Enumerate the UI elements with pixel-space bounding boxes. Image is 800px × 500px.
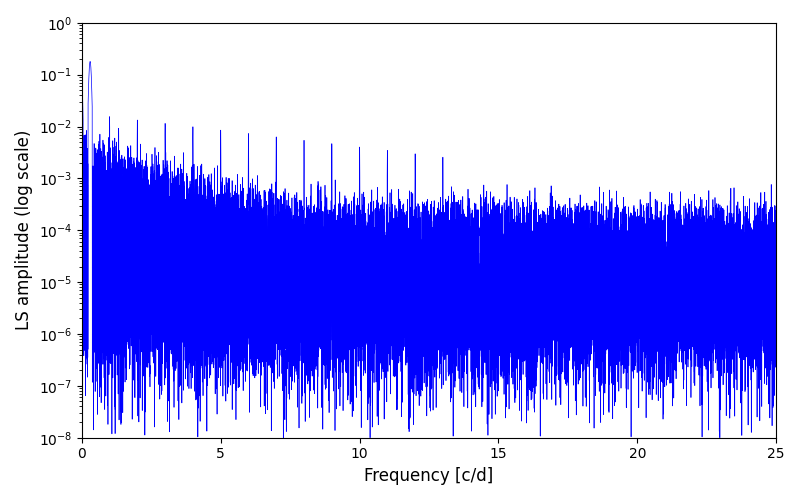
Y-axis label: LS amplitude (log scale): LS amplitude (log scale) (15, 130, 33, 330)
X-axis label: Frequency [c/d]: Frequency [c/d] (364, 467, 494, 485)
